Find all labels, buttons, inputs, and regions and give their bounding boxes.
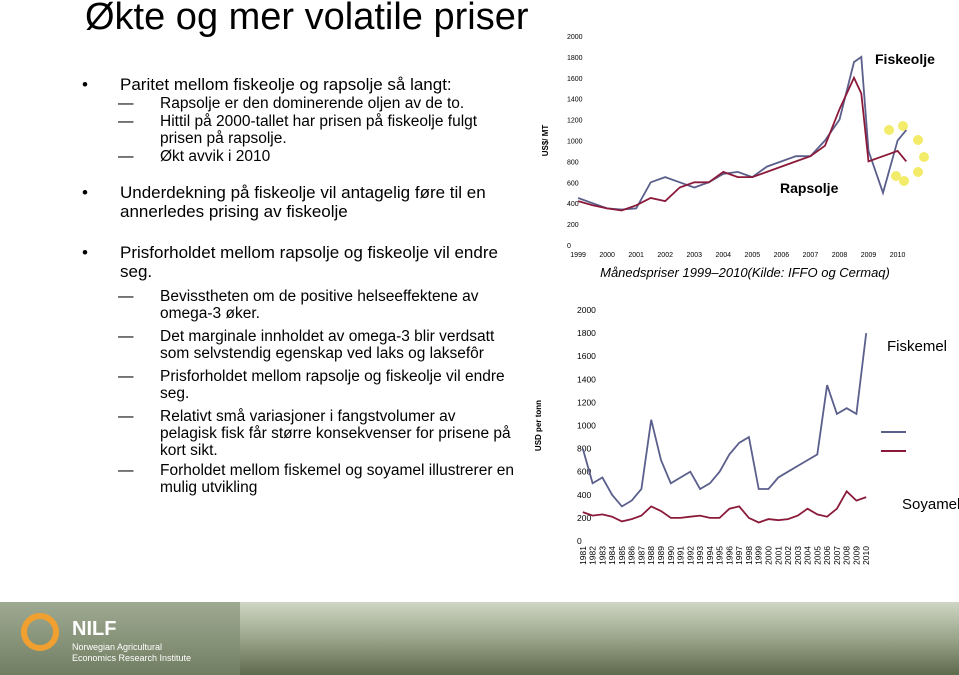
chart-caption: Månedspriser 1999–2010(Kilde: IFFO og Ce… xyxy=(600,265,890,280)
sub-bullet: Rapsolje er den dominerende oljen av de … xyxy=(118,95,515,112)
x-tick-label: 1989 xyxy=(656,546,666,565)
sub-bullet: Hittil på 2000-tallet har prisen på fisk… xyxy=(118,113,515,147)
y-axis-label: USD per tonn xyxy=(534,400,543,451)
y-tick-label: 800 xyxy=(577,444,591,454)
bullet: Paritet mellom fiskeolje og rapsolje så … xyxy=(82,75,500,94)
x-tick-label: 1990 xyxy=(666,546,676,565)
x-tick-label: 2005 xyxy=(745,252,761,259)
footer-logo-bg xyxy=(0,602,240,675)
sub-bullet: Bevisstheten om de positive helseeffekte… xyxy=(118,288,515,322)
x-tick-label: 2003 xyxy=(686,252,702,259)
series-label: Fiskemel xyxy=(887,338,947,355)
y-tick-label: 600 xyxy=(577,467,591,477)
series-label: Soyamel xyxy=(902,496,959,513)
y-tick-label: 1400 xyxy=(567,97,583,104)
y-tick-label: 2000 xyxy=(567,34,583,41)
series-line xyxy=(577,75,907,212)
x-tick-label: 2006 xyxy=(774,252,790,259)
series-line xyxy=(582,489,867,524)
x-tick-label: 1998 xyxy=(744,546,754,565)
x-tick-label: 1981 xyxy=(578,546,588,565)
y-tick-label: 400 xyxy=(567,201,579,208)
x-tick-label: 1988 xyxy=(646,546,656,565)
x-tick-label: 1995 xyxy=(715,546,725,565)
y-tick-label: 1200 xyxy=(577,397,596,407)
x-tick-label: 2010 xyxy=(890,252,906,259)
x-tick-label: 2000 xyxy=(763,546,773,565)
y-tick-label: 1400 xyxy=(577,374,596,384)
sub-bullet: Det marginale innholdet av omega-3 blir … xyxy=(118,328,515,362)
series-line xyxy=(581,332,868,508)
footer-logo: NILF xyxy=(72,618,116,640)
x-tick-label: 2009 xyxy=(861,252,877,259)
series-line xyxy=(577,55,907,211)
bullet: Prisforholdet mellom rapsolje og fiskeol… xyxy=(82,243,500,281)
y-tick-label: 200 xyxy=(567,222,579,229)
x-tick-label: 1994 xyxy=(705,546,715,565)
y-tick-label: 800 xyxy=(567,159,579,166)
x-tick-label: 1997 xyxy=(734,546,744,565)
y-tick-label: 600 xyxy=(567,180,579,187)
sub-bullet: Økt avvik i 2010 xyxy=(118,148,515,165)
y-tick-label: 1800 xyxy=(567,55,583,62)
x-tick-label: 2005 xyxy=(812,546,822,565)
x-tick-label: 1984 xyxy=(607,546,617,565)
x-tick-label: 1982 xyxy=(588,546,598,565)
x-tick-label: 2001 xyxy=(773,546,783,565)
y-tick-label: 1600 xyxy=(567,76,583,83)
y-axis-label: US$/ MT xyxy=(541,125,550,157)
logo-icon xyxy=(21,613,59,651)
x-tick-label: 2002 xyxy=(783,546,793,565)
x-tick-label: 1993 xyxy=(695,546,705,565)
x-tick-label: 1999 xyxy=(570,252,586,259)
x-tick-label: 1999 xyxy=(754,546,764,565)
x-tick-label: 1986 xyxy=(627,546,637,565)
series-label: Rapsolje xyxy=(780,180,839,196)
footer-line: Norwegian Agricultural xyxy=(72,642,162,652)
sub-bullet: Forholdet mellom fiskemel og soyamel ill… xyxy=(118,462,515,496)
y-tick-label: 200 xyxy=(577,513,591,523)
x-tick-label: 1983 xyxy=(597,546,607,565)
x-tick-label: 1987 xyxy=(636,546,646,565)
x-tick-label: 1996 xyxy=(724,546,734,565)
x-tick-label: 2001 xyxy=(628,252,644,259)
x-tick-label: 2004 xyxy=(716,252,732,259)
x-tick-label: 2004 xyxy=(803,546,813,565)
x-tick-label: 2000 xyxy=(599,252,615,259)
footer-line: Economics Research Institute xyxy=(72,653,191,663)
y-tick-label: 1000 xyxy=(567,139,583,146)
sun-icon xyxy=(884,121,929,186)
sub-bullet: Prisforholdet mellom rapsolje og fiskeol… xyxy=(118,368,515,402)
y-tick-label: 1600 xyxy=(577,351,596,361)
x-tick-label: 2009 xyxy=(851,546,861,565)
x-tick-label: 2006 xyxy=(822,546,832,565)
y-tick-label: 1200 xyxy=(567,118,583,125)
y-tick-label: 1000 xyxy=(577,421,596,431)
bullet: Underdekning på fiskeolje vil antagelig … xyxy=(82,183,500,221)
x-tick-label: 2002 xyxy=(657,252,673,259)
x-tick-label: 2003 xyxy=(793,546,803,565)
x-tick-label: 1985 xyxy=(617,546,627,565)
y-tick-label: 0 xyxy=(567,243,571,250)
x-tick-label: 2008 xyxy=(832,252,848,259)
sub-bullet: Relativt små variasjoner i fangstvolumer… xyxy=(118,408,515,459)
x-tick-label: 2007 xyxy=(832,546,842,565)
x-tick-label: 1991 xyxy=(676,546,686,565)
series-label: Fiskeolje xyxy=(875,51,935,67)
x-tick-label: 2008 xyxy=(842,546,852,565)
slide-title: Økte og mer volatile priser xyxy=(85,0,529,38)
y-tick-label: 1800 xyxy=(577,328,596,338)
y-tick-label: 2000 xyxy=(577,305,596,315)
x-tick-label: 1992 xyxy=(685,546,695,565)
y-tick-label: 400 xyxy=(577,490,591,500)
x-tick-label: 2007 xyxy=(803,252,819,259)
y-tick-label: 0 xyxy=(577,536,582,546)
x-tick-label: 2010 xyxy=(861,546,871,565)
